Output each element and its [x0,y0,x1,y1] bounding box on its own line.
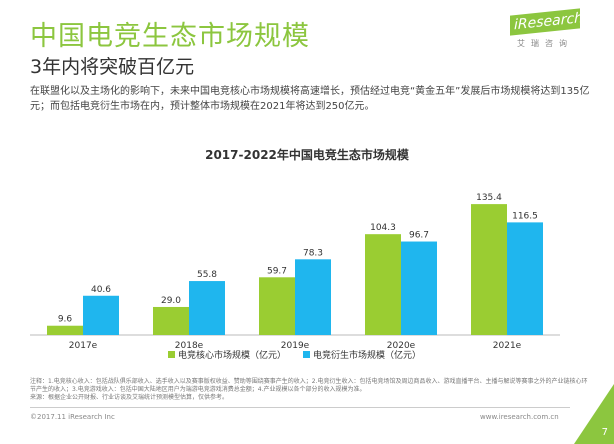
bar-2020e-0 [365,234,401,335]
bar-2017e-0 [47,325,83,335]
tick-label: 2019e [281,341,310,351]
page-subtitle: 3年内将突破百亿元 [30,56,195,78]
legend-swatch [303,351,310,358]
bar-2018e-0 [153,306,189,335]
tick-label: 2017e [69,341,98,351]
tick-label: 2020e [387,341,416,351]
source-text: 来源：根据企业公开财报、行业访谈及艾瑞统计预测模型估算，仅供参考。 [30,394,229,401]
data-label: 55.8 [197,270,217,280]
data-label: 59.7 [267,266,287,276]
page-corner [574,384,614,444]
bar-2020e-1 [401,241,437,335]
legend-swatch [168,351,175,358]
tick-label: 2018e [175,341,204,351]
footer-divider [30,407,570,408]
data-label: 96.7 [409,231,429,241]
copyright: ©2017.11 iResearch Inc [30,413,115,421]
data-label: 135.4 [476,193,502,203]
data-label: 116.5 [512,211,538,221]
data-label: 40.6 [91,285,111,295]
notes-text: 注释：1.电竞核心收入：包括战队俱乐部收入、选手收入以及赛事版权收益、赞助等围绕… [30,378,588,393]
footnotes: 注释：1.电竞核心收入：包括战队俱乐部收入、选手收入以及赛事版权收益、赞助等围绕… [30,378,590,402]
description: 在联盟化以及主场化的影响下，未来中国电竞核心市场规模将高速增长，预估经过电竞“黄… [30,86,590,112]
website: www.iresearch.com.cn [480,413,559,421]
bar-2018e-1 [189,281,225,335]
bar-2021e-0 [471,204,507,335]
page-number: 7 [601,427,608,438]
legend-label: 电竞衍生市场规模（亿元） [313,349,421,361]
bar-2017e-1 [83,295,119,335]
iresearch-logo: iResearch 艾瑞咨询 [510,8,583,49]
legend-label: 电竞核心市场规模（亿元） [178,349,286,361]
tick-label: 2021e [493,341,522,351]
logo-cn: 艾瑞咨询 [517,39,573,48]
data-label: 29.0 [161,296,181,306]
bar-2021e-1 [507,222,543,335]
data-label: 9.6 [58,315,73,325]
page-title: 中国电竞生态市场规模 [30,21,310,52]
chart-title: 2017-2022年中国电竞生态市场规模 [205,148,409,162]
bar-2019e-1 [295,259,331,335]
bar-2019e-0 [259,277,295,335]
data-label: 78.3 [303,248,323,258]
data-label: 104.3 [370,223,396,233]
